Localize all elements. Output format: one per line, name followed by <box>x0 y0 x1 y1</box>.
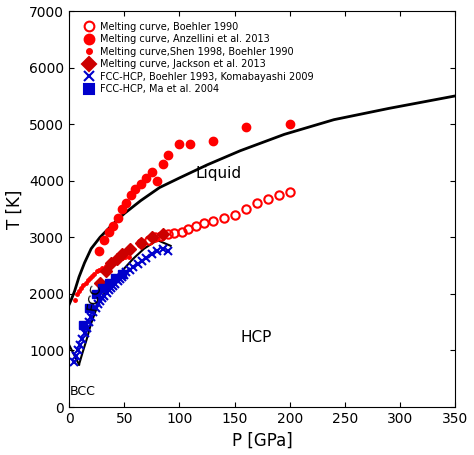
Text: HCP: HCP <box>240 330 272 345</box>
Y-axis label: T [K]: T [K] <box>6 189 24 229</box>
Text: FCC: FCC <box>84 282 103 311</box>
X-axis label: P [GPa]: P [GPa] <box>232 431 292 450</box>
Text: Liquid: Liquid <box>196 166 242 181</box>
Legend: Melting curve, Boehler 1990, Melting curve, Anzellini et al. 2013, Melting curve: Melting curve, Boehler 1990, Melting cur… <box>82 20 316 96</box>
Text: BCC: BCC <box>70 384 96 398</box>
